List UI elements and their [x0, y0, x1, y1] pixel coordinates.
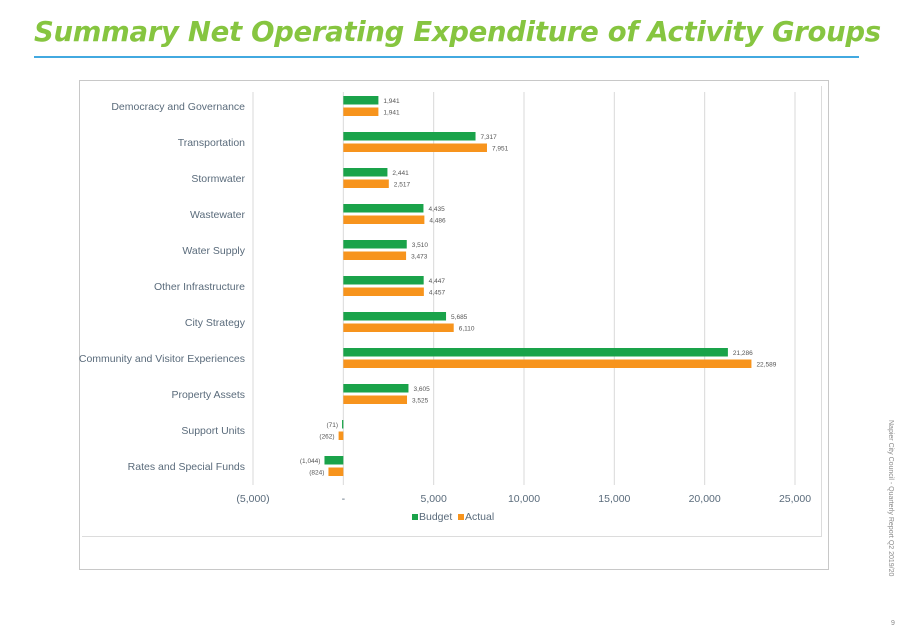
bar-budget	[343, 312, 447, 321]
data-label: 2,441	[392, 170, 409, 177]
x-tick-label: 20,000	[689, 493, 721, 505]
category-label: Water Supply	[182, 245, 245, 257]
data-label: 3,605	[413, 386, 430, 393]
bar-actual	[343, 287, 424, 296]
x-tick-label: 10,000	[508, 493, 540, 505]
bar-budget	[343, 168, 388, 177]
data-label: 2,517	[394, 182, 411, 189]
data-label: 4,435	[428, 206, 445, 213]
x-tick-label: (5,000)	[236, 493, 269, 505]
data-label: 7,951	[492, 146, 509, 153]
x-tick-label: 15,000	[598, 493, 630, 505]
data-label: 4,486	[429, 218, 446, 225]
bar-budget	[343, 132, 476, 141]
data-label: (1,044)	[300, 458, 321, 465]
data-label: 21,286	[733, 350, 753, 357]
chart-plot-border	[82, 86, 822, 537]
data-label: 3,510	[412, 242, 429, 249]
category-label: Wastewater	[190, 209, 246, 221]
category-label: Property Assets	[171, 389, 245, 401]
bar-actual	[338, 431, 344, 440]
category-label: Other Infrastructure	[154, 281, 245, 293]
category-label: Support Units	[181, 425, 245, 437]
x-tick-label: 5,000	[421, 493, 447, 505]
category-label: Transportation	[178, 137, 245, 149]
category-label: City Strategy	[185, 317, 246, 329]
data-label: 4,447	[429, 278, 446, 285]
data-label: 22,589	[756, 362, 776, 369]
data-label: 3,473	[411, 254, 428, 261]
bar-actual	[343, 359, 752, 368]
bar-actual	[343, 395, 408, 404]
legend-label-actual: Actual	[465, 511, 494, 523]
bar-budget	[343, 384, 409, 393]
bar-budget	[343, 96, 379, 105]
bar-budget	[343, 276, 424, 285]
category-label: Stormwater	[191, 173, 245, 185]
bar-budget	[343, 348, 728, 357]
legend-swatch-actual	[458, 514, 464, 520]
x-tick-label: 25,000	[779, 493, 811, 505]
bar-actual	[343, 251, 407, 260]
bar-budget	[342, 420, 344, 429]
bar-actual	[343, 323, 454, 332]
data-label: (71)	[326, 422, 338, 429]
data-label: (262)	[319, 434, 334, 441]
data-label: 5,685	[451, 314, 468, 321]
bar-actual	[343, 107, 379, 116]
bar-actual	[328, 467, 344, 476]
chart-frame	[79, 80, 829, 570]
legend-label-budget: Budget	[419, 511, 452, 523]
category-label: Community and Visitor Experiences	[79, 353, 245, 365]
data-label: 4,457	[429, 290, 446, 297]
category-label: Democracy and Governance	[111, 101, 245, 113]
page-title: Summary Net Operating Expenditure of Act…	[34, 16, 881, 48]
data-label: 1,941	[383, 98, 400, 105]
data-label: 7,317	[481, 134, 498, 141]
x-tick-label: -	[342, 493, 346, 505]
bar-budget	[324, 456, 344, 465]
legend-swatch-budget	[412, 514, 418, 520]
bar-actual	[343, 215, 425, 224]
data-label: 6,110	[459, 326, 475, 333]
title-rule	[34, 56, 859, 58]
bar-budget	[343, 240, 407, 249]
bar-actual	[343, 143, 487, 152]
bar-budget	[343, 204, 424, 213]
data-label: 3,525	[412, 398, 429, 405]
category-label: Rates and Special Funds	[128, 461, 245, 473]
data-label: 1,941	[383, 110, 400, 117]
side-footer-text: Napier City Council - Quarterly Report Q…	[887, 420, 894, 577]
data-label: (824)	[309, 470, 324, 477]
bar-actual	[343, 179, 389, 188]
page-number: 9	[891, 620, 895, 627]
